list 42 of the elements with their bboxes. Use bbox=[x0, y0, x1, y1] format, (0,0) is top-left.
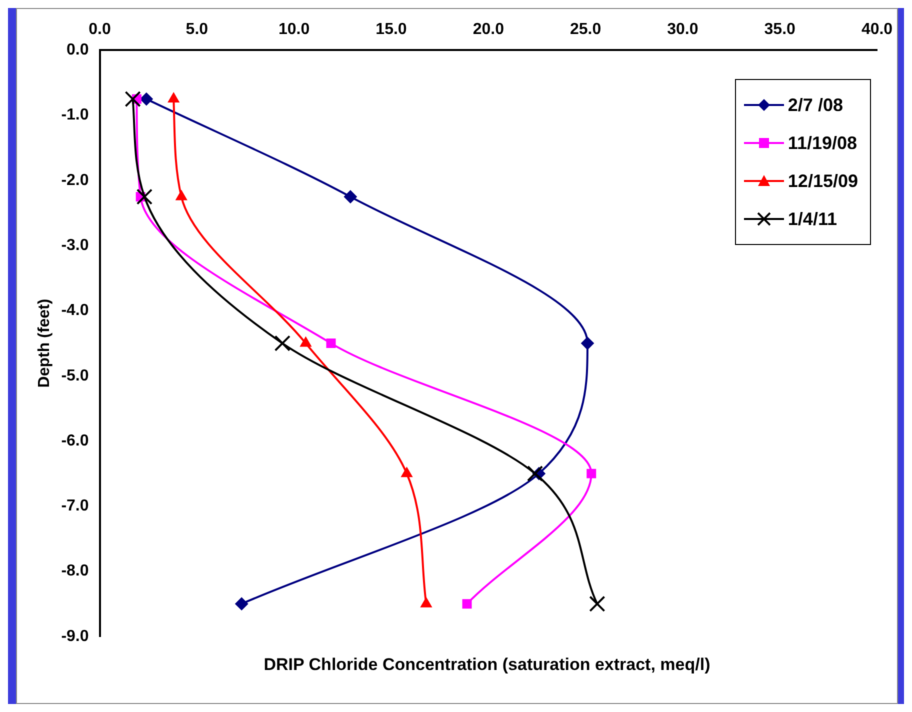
x-tick-label: 25.0 bbox=[570, 21, 602, 38]
point bbox=[274, 335, 290, 352]
y-tick-label: -3.0 bbox=[61, 237, 89, 254]
x-tick-label: 30.0 bbox=[667, 21, 698, 38]
x-tick-label: 20.0 bbox=[472, 21, 504, 38]
y-tick-label: -5.0 bbox=[61, 367, 89, 384]
point bbox=[136, 188, 153, 205]
x-axis-title: DRIP Chloride Concentration (saturation extract, meq/l) bbox=[262, 655, 712, 675]
y-tick-label: -2.0 bbox=[61, 172, 89, 189]
x-tick-label: 15.0 bbox=[376, 21, 407, 38]
point bbox=[176, 190, 188, 200]
point bbox=[140, 92, 153, 106]
y-tick-label: -6.0 bbox=[61, 432, 89, 450]
x-tick-label: 40.0 bbox=[861, 21, 893, 38]
y-tick-label: -8.0 bbox=[61, 562, 89, 580]
x-tick-label: 35.0 bbox=[764, 21, 796, 38]
point bbox=[168, 92, 180, 103]
point bbox=[401, 467, 412, 478]
point bbox=[586, 468, 596, 478]
legend-label: 1/4/11 bbox=[788, 208, 837, 230]
point bbox=[526, 465, 544, 482]
point bbox=[235, 597, 248, 610]
x-tick-label: 5.0 bbox=[186, 21, 208, 38]
point bbox=[124, 90, 141, 108]
y-tick-label: -4.0 bbox=[61, 302, 89, 320]
legend-label: 11/19/08 bbox=[788, 132, 857, 154]
y-tick-label: -7.0 bbox=[61, 498, 89, 515]
y-tick-label: -9.0 bbox=[61, 628, 89, 645]
point bbox=[462, 599, 472, 609]
legend-label: 12/15/09 bbox=[788, 170, 858, 192]
point bbox=[589, 596, 606, 612]
legend-label: 2/7 /08 bbox=[788, 94, 843, 116]
point bbox=[420, 597, 432, 608]
point bbox=[344, 190, 357, 204]
point bbox=[580, 336, 594, 350]
point bbox=[326, 338, 336, 348]
y-axis-title: Depth (feet) bbox=[36, 298, 54, 388]
y-tick-label: -1.0 bbox=[61, 106, 89, 124]
point bbox=[300, 336, 312, 347]
x-tick-label: 10.0 bbox=[278, 21, 310, 38]
x-tick-label: 0.0 bbox=[88, 21, 111, 38]
y-tick-label: 0.0 bbox=[66, 42, 89, 59]
